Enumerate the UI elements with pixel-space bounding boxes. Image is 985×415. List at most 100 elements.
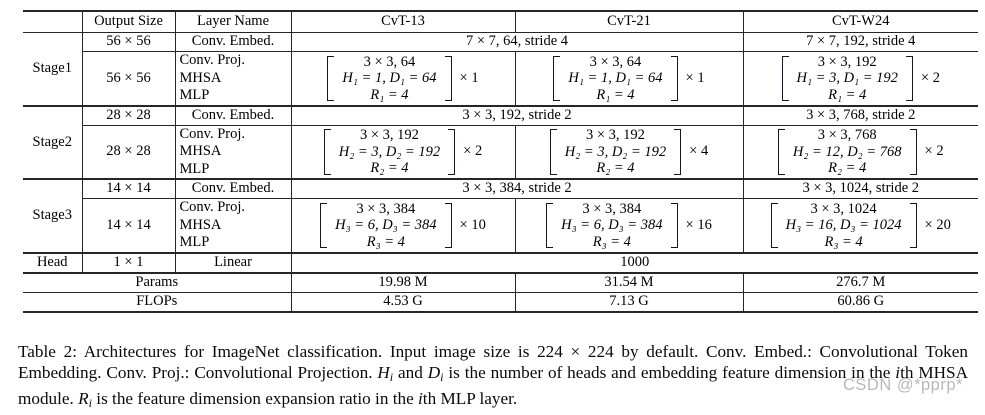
flops-label: FLOPs: [23, 291, 292, 313]
head-output-size: 1 × 1: [81, 251, 176, 273]
col-header-output-size: Output Size: [81, 10, 176, 33]
flops-cvt21: 7.13 G: [514, 291, 744, 313]
head-label: Head: [23, 251, 83, 273]
stage2-layer-names: Conv. Proj. MHSA MLP: [174, 124, 292, 180]
layer-mlp: MLP: [179, 234, 210, 250]
right-bracket: [909, 129, 917, 175]
block-lines: 3 × 3, 1024 H₃ = 16, D₃ = 1024 R₃ = 4: [785, 200, 902, 250]
stage3-embed-row: Stage3 14 × 14 Conv. Embed. 3 × 3, 384, …: [23, 178, 978, 253]
stage2-embed-layer: Conv. Embed.: [174, 104, 292, 126]
corner-cell: [23, 10, 83, 33]
layer-mlp: MLP: [179, 87, 210, 103]
col-header-cvt13: CvT-13: [290, 10, 516, 33]
stage1-embed-row: Stage1 56 × 56 Conv. Embed. 7 × 7, 64, s…: [23, 32, 978, 106]
stage1-embed-shared-value: 7 × 7, 64, stride 4: [290, 32, 744, 52]
right-bracket: [909, 202, 917, 248]
layer-conv-proj: Conv. Proj.: [179, 199, 246, 216]
block-lines: 3 × 3, 192 H₂ = 3, D₂ = 192 R₂ = 4: [338, 127, 441, 176]
stage3-cvtw24-block: 3 × 3, 1024 H₃ = 16, D₃ = 1024 R₃ = 4 × …: [742, 198, 978, 253]
col-header-cvtw24: CvT-W24: [742, 10, 978, 33]
stage1-embed-output-size: 56 × 56: [81, 32, 176, 52]
block-lines: 3 × 3, 192 H₁ = 3, D₁ = 192 R₁ = 4: [796, 53, 898, 103]
right-bracket: [674, 129, 682, 175]
stage2-embed-w24-value: 3 × 3, 768, stride 2: [742, 104, 978, 126]
params-row: Params 19.98 M 31.54 M 276.7 M: [23, 271, 978, 293]
right-bracket: [448, 129, 456, 175]
stage1-cvt13-block: 3 × 3, 64 H₁ = 1, D₁ = 64 R₁ = 4 × 1: [290, 51, 516, 106]
stage3-label: Stage3: [23, 178, 83, 253]
repeat-multiplier: × 16: [685, 216, 712, 233]
stage1-block-row: 56 × 56 Conv. Proj. MHSA MLP 3 × 3, 64 H…: [23, 51, 978, 106]
left-bracket: [553, 55, 561, 101]
layer-conv-proj: Conv. Proj.: [179, 125, 246, 142]
stage1-cvt21-block: 3 × 3, 64 H₁ = 1, D₁ = 64 R₁ = 4 × 1: [514, 51, 744, 106]
stage2-embed-output-size: 28 × 28: [81, 104, 176, 126]
stage1-block-output-size: 56 × 56: [82, 51, 176, 106]
stage3-embed-layer: Conv. Embed.: [174, 178, 292, 199]
architecture-table: Output Size Layer Name CvT-13 CvT-21 CvT…: [23, 10, 978, 313]
col-header-cvt21: CvT-21: [514, 10, 744, 33]
left-bracket: [323, 129, 331, 175]
repeat-multiplier: × 2: [463, 143, 483, 160]
stage2-label: Stage2: [23, 104, 83, 180]
block-lines: 3 × 3, 192 H₂ = 3, D₂ = 192 R₂ = 4: [564, 127, 667, 176]
stage2-cvtw24-block: 3 × 3, 768 H₂ = 12, D₂ = 768 R₂ = 4 × 2: [742, 124, 978, 180]
right-bracket: [670, 55, 678, 101]
left-bracket: [777, 129, 785, 175]
repeat-multiplier: × 1: [685, 69, 705, 86]
left-bracket: [546, 202, 554, 248]
flops-row: FLOPs 4.53 G 7.13 G 60.86 G: [23, 291, 978, 313]
stage1-cvtw24-block: 3 × 3, 192 H₁ = 3, D₁ = 192 R₁ = 4 × 2: [742, 51, 978, 106]
layer-mhsa: MHSA: [179, 143, 222, 159]
stage3-embed-shared-value: 3 × 3, 384, stride 2: [290, 178, 744, 199]
left-bracket: [320, 202, 328, 248]
repeat-multiplier: × 4: [689, 143, 709, 160]
right-bracket: [444, 202, 452, 248]
stage2-cvt13-block: 3 × 3, 192 H₂ = 3, D₂ = 192 R₂ = 4 × 2: [290, 124, 516, 180]
stage2-cvt21-block: 3 × 3, 192 H₂ = 3, D₂ = 192 R₂ = 4 × 4: [514, 124, 744, 180]
stage1-embed-w24-value: 7 × 7, 192, stride 4: [742, 32, 978, 52]
block-lines: 3 × 3, 384 H₃ = 6, D₃ = 384 R₃ = 4: [561, 200, 663, 250]
repeat-multiplier: × 2: [924, 143, 944, 160]
flops-cvtw24: 60.86 G: [742, 291, 978, 313]
stage2-embed-shared-value: 3 × 3, 192, stride 2: [290, 104, 744, 126]
table-caption: Table 2: Architectures for ImageNet clas…: [18, 342, 968, 411]
header-row: Output Size Layer Name CvT-13 CvT-21 CvT…: [23, 10, 978, 33]
params-cvt13: 19.98 M: [290, 271, 516, 293]
right-bracket: [905, 55, 913, 101]
repeat-multiplier: × 1: [459, 69, 479, 86]
block-lines: 3 × 3, 384 H₃ = 6, D₃ = 384 R₃ = 4: [335, 200, 437, 250]
head-layer: Linear: [174, 251, 292, 273]
stage3-cvt21-block: 3 × 3, 384 H₃ = 6, D₃ = 384 R₃ = 4 × 16: [514, 198, 744, 253]
params-cvt21: 31.54 M: [514, 271, 744, 293]
block-lines: 3 × 3, 64 H₁ = 1, D₁ = 64 R₁ = 4: [568, 53, 663, 103]
left-bracket: [781, 55, 789, 101]
stage3-block-output-size: 14 × 14: [82, 198, 176, 253]
params-label: Params: [23, 271, 292, 293]
stage1-embed-layer: Conv. Embed.: [174, 32, 292, 52]
head-classes-value: 1000: [290, 251, 978, 273]
stage1-label: Stage1: [23, 32, 83, 106]
stage3-layer-names: Conv. Proj. MHSA MLP: [174, 198, 292, 253]
repeat-multiplier: × 20: [924, 216, 951, 233]
left-bracket: [770, 202, 778, 248]
watermark: CSDN @*pprp*: [843, 376, 963, 394]
stage2-block-row: 28 × 28 Conv. Proj. MHSA MLP 3 × 3, 192 …: [23, 124, 978, 180]
layer-mhsa: MHSA: [179, 69, 222, 86]
left-bracket: [327, 55, 335, 101]
layer-mlp: MLP: [179, 160, 210, 177]
head-row: Head 1 × 1 Linear 1000: [23, 251, 978, 273]
left-bracket: [549, 129, 557, 175]
params-cvtw24: 276.7 M: [742, 271, 978, 293]
stage3-block-row: 14 × 14 Conv. Proj. MHSA MLP 3 × 3, 384 …: [23, 198, 978, 253]
layer-conv-proj: Conv. Proj.: [179, 52, 246, 69]
stage1-layer-names: Conv. Proj. MHSA MLP: [174, 51, 292, 106]
col-header-layer-name: Layer Name: [174, 10, 292, 33]
stage3-embed-output-size: 14 × 14: [81, 178, 176, 199]
repeat-multiplier: × 10: [459, 216, 486, 233]
stage3-embed-w24-value: 3 × 3, 1024, stride 2: [742, 178, 978, 199]
flops-cvt13: 4.53 G: [290, 291, 516, 313]
layer-mhsa: MHSA: [179, 216, 222, 233]
right-bracket: [444, 55, 452, 101]
